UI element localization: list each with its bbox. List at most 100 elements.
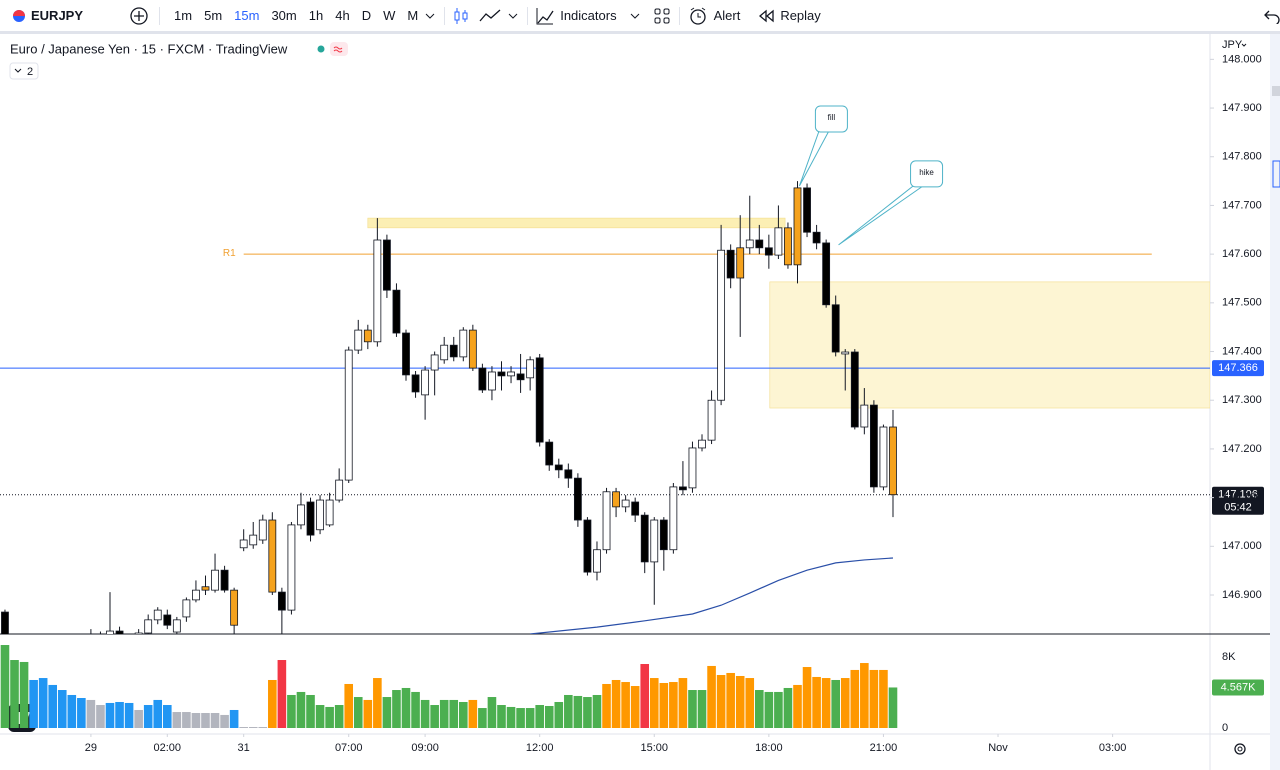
- candle-body: [459, 329, 468, 358]
- interval[interactable]: 5m: [204, 8, 223, 23]
- candle-body: [621, 499, 630, 508]
- candles-icon[interactable]: [453, 7, 469, 25]
- candle-body: [40, 649, 47, 651]
- line-icon[interactable]: [479, 9, 501, 23]
- callout-text: fill: [828, 113, 836, 122]
- candle-body: [507, 371, 515, 377]
- replay-icon[interactable]: [758, 9, 774, 23]
- volume-bar: [344, 683, 354, 728]
- volume-bar: [458, 701, 468, 728]
- candle-body: [344, 349, 353, 481]
- volume-bar: [478, 708, 487, 728]
- volume-bar: [143, 705, 153, 728]
- volume-bar: [449, 699, 459, 728]
- volume-bar: [669, 682, 678, 728]
- candle-body: [774, 227, 783, 256]
- volume-bar: [363, 699, 373, 728]
- candle-body: [745, 239, 754, 249]
- hidden-indicators: 2: [27, 66, 33, 78]
- x-tick-label: 15:00: [641, 742, 669, 754]
- candle-body: [707, 399, 716, 441]
- style-menu[interactable]: [507, 10, 519, 22]
- legend-toggle[interactable]: [9, 62, 39, 80]
- interval[interactable]: 1h: [308, 8, 324, 23]
- indicators-menu[interactable]: [629, 10, 641, 22]
- candle-body: [812, 231, 821, 244]
- replay-button[interactable]: Replay: [780, 8, 821, 23]
- volume-last-box: [1212, 679, 1264, 696]
- candle-body: [134, 632, 143, 634]
- candle-body: [879, 426, 888, 488]
- volume-last-label: 4.567K: [1221, 681, 1257, 693]
- candle-body: [497, 371, 506, 377]
- candle-body: [468, 329, 477, 369]
- interval[interactable]: 1m: [174, 8, 193, 23]
- moving-average: [530, 557, 894, 634]
- volume-bar: [821, 678, 831, 728]
- candle-body: [554, 464, 563, 471]
- volume-bar: [220, 714, 229, 728]
- volume-bar: [525, 708, 535, 728]
- r1-label: R1: [223, 248, 236, 259]
- candle-body: [488, 371, 496, 391]
- volume-bar: [755, 690, 764, 728]
- volume-bar: [879, 669, 888, 728]
- interval[interactable]: 4h: [335, 8, 350, 23]
- alert-button[interactable]: Alert: [713, 8, 741, 23]
- y-tick-label: 148.000: [1222, 53, 1262, 65]
- volume-tick-label: 8K: [1222, 651, 1236, 663]
- volume-bar: [506, 706, 516, 728]
- interval[interactable]: 30m: [271, 8, 297, 23]
- interval[interactable]: M: [407, 8, 419, 23]
- candle-body: [860, 404, 869, 428]
- currency[interactable]: JPY: [1222, 39, 1243, 51]
- scroll-marker: [1272, 160, 1280, 188]
- settings[interactable]: [1234, 743, 1246, 755]
- volume-bar: [248, 727, 258, 728]
- volume-bar: [888, 687, 898, 728]
- volume-bar: [573, 695, 583, 728]
- y-tick-label: 147.400: [1222, 345, 1262, 357]
- candle-body: [593, 549, 601, 573]
- indicators-button[interactable]: Indicators: [560, 8, 617, 23]
- volume-bar: [162, 705, 172, 728]
- candle-body: [602, 491, 611, 551]
- volume-bar: [382, 697, 392, 728]
- alert-icon[interactable]: [688, 6, 708, 26]
- volume-bar: [716, 675, 726, 728]
- candle-body: [516, 373, 525, 381]
- add-symbol[interactable]: [129, 6, 149, 26]
- undo[interactable]: [1264, 8, 1280, 24]
- candle-body: [30, 646, 37, 651]
- interval-menu[interactable]: [424, 10, 436, 22]
- candle-body: [640, 514, 649, 563]
- status-wave: [333, 46, 343, 53]
- candle-body: [631, 501, 640, 516]
- volume-bar: [707, 665, 716, 728]
- volume-bar: [134, 709, 143, 728]
- volume-bar: [201, 713, 210, 728]
- zone: [367, 217, 786, 229]
- interval[interactable]: 15m: [234, 8, 260, 23]
- volume-bar: [726, 672, 735, 728]
- volume-bar: [306, 694, 315, 728]
- candle-body: [126, 636, 133, 638]
- volume-bar: [29, 679, 38, 728]
- legend-chevron: [14, 68, 22, 73]
- candle-body: [87, 639, 94, 641]
- indicators-icon[interactable]: [536, 7, 554, 25]
- interval[interactable]: W: [383, 8, 396, 23]
- layouts-icon[interactable]: [653, 7, 671, 25]
- symbol[interactable]: EURJPY: [31, 8, 84, 23]
- volume-bar: [640, 664, 650, 728]
- candle-body: [78, 639, 85, 644]
- candle-body: [650, 519, 659, 563]
- candle-body: [717, 249, 726, 401]
- candle-body: [11, 649, 18, 654]
- volume-bar: [325, 706, 334, 728]
- y-tick-label: 147.900: [1222, 102, 1262, 114]
- volume-bar: [468, 699, 478, 728]
- interval[interactable]: D: [361, 8, 372, 23]
- y-tick-label: 147.200: [1222, 443, 1262, 455]
